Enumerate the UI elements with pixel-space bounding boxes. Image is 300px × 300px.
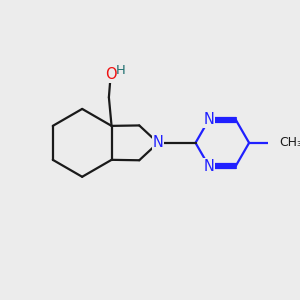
Text: CH₃: CH₃ [280,136,300,149]
Text: N: N [153,135,164,150]
Text: O: O [105,68,116,82]
Text: N: N [203,159,214,174]
Text: N: N [203,112,214,127]
Text: H: H [116,64,125,77]
